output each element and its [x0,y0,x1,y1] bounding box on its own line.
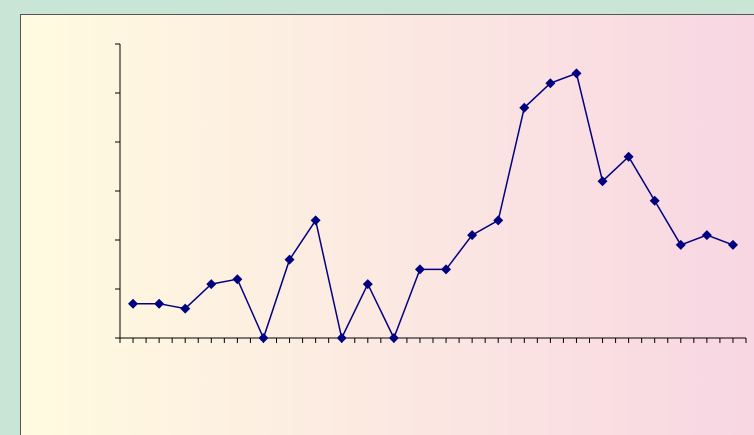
data-point [649,195,660,206]
data-point [206,279,217,290]
data-point [336,333,347,343]
data-point [180,303,191,314]
data-point [362,279,373,290]
data-point [258,333,269,343]
data-point [701,230,712,241]
data-point [545,78,556,89]
data-point [128,298,139,309]
data-point [441,264,452,275]
data-point [675,239,686,250]
plot-panel [20,14,754,435]
data-point [388,333,399,343]
data-point [571,68,582,79]
data-point [467,230,478,241]
data-point [727,239,738,250]
data-point [623,151,634,162]
series-line [133,72,734,341]
data-point [597,176,608,187]
data-point [310,215,321,226]
data-point [414,264,425,275]
data-point [493,215,504,226]
data-point [284,254,295,265]
data-point [154,298,165,309]
data-point [232,274,243,285]
data-point [519,102,530,113]
